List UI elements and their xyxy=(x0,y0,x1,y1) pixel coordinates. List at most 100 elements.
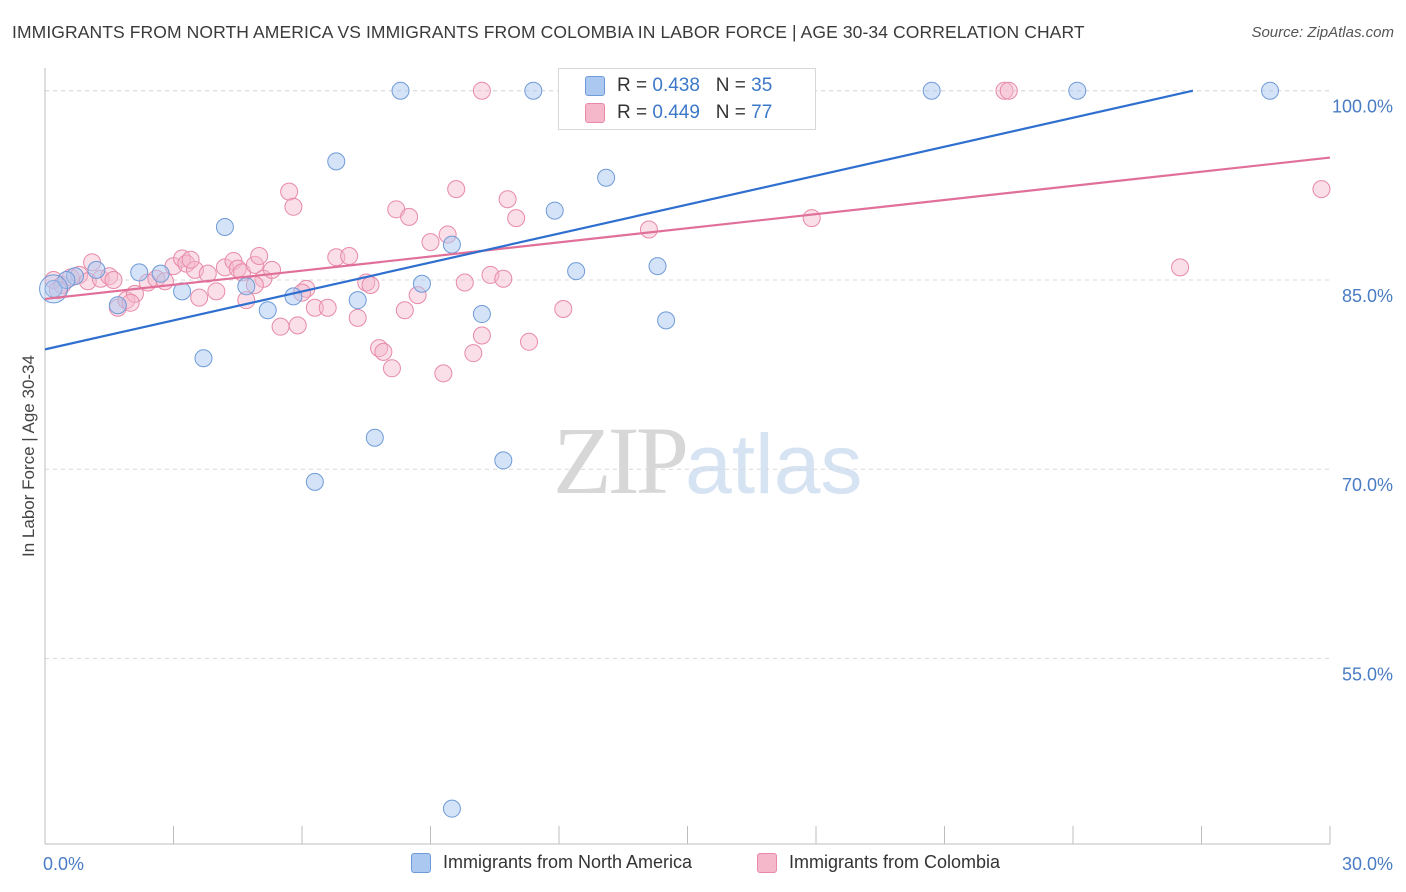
data-point-north-america xyxy=(284,287,303,306)
legend-row-north-america: R = 0.438 N = 35 xyxy=(585,75,772,97)
data-point-colombia xyxy=(361,276,380,295)
x-tick-label: 0.0% xyxy=(43,854,84,874)
legend-n-value: 77 xyxy=(751,102,773,123)
series-legend: Immigrants from North America Immigrants… xyxy=(0,852,1406,878)
data-point-colombia xyxy=(999,81,1018,100)
legend-r-label: R = xyxy=(617,75,648,96)
data-point-north-america xyxy=(597,168,616,187)
data-point-north-america xyxy=(151,264,170,283)
legend-n-label: N = xyxy=(715,75,746,96)
y-tick-label: 70.0% xyxy=(1342,475,1393,495)
north-america-points xyxy=(39,81,1280,818)
data-point-colombia xyxy=(802,209,821,228)
axis-layer xyxy=(44,68,1331,845)
data-point-colombia xyxy=(305,298,324,317)
data-point-north-america xyxy=(442,799,461,818)
watermark: ZIPatlas xyxy=(553,405,862,516)
legend-swatch-pink xyxy=(585,103,605,123)
data-point-colombia xyxy=(494,269,513,288)
data-point-colombia xyxy=(348,308,367,327)
trend-line-north-america xyxy=(44,89,1194,351)
data-point-north-america xyxy=(130,263,149,282)
data-point-colombia xyxy=(190,288,209,307)
legend-row-colombia: R = 0.449 N = 77 xyxy=(585,102,772,124)
data-point-north-america xyxy=(391,81,410,100)
data-point-colombia xyxy=(520,332,539,351)
data-point-colombia xyxy=(288,316,307,335)
watermark-atlas: atlas xyxy=(685,417,863,511)
data-point-north-america xyxy=(237,277,256,296)
watermark-zip: ZIP xyxy=(553,407,689,514)
data-point-north-america xyxy=(1261,81,1280,100)
data-point-colombia xyxy=(340,247,359,266)
data-point-colombia xyxy=(455,273,474,292)
data-point-north-america xyxy=(258,301,277,320)
data-point-colombia xyxy=(554,300,573,319)
data-point-north-america xyxy=(327,152,346,171)
data-point-colombia xyxy=(1312,180,1331,199)
data-point-north-america xyxy=(442,235,461,254)
y-axis-label: In Labor Force | Age 30-34 xyxy=(19,355,38,557)
data-point-colombia xyxy=(434,364,453,383)
data-point-colombia xyxy=(374,342,393,361)
label-layer: 55.0% 70.0% 85.0% 100.0% 0.0% 30.0% In Labor F… xyxy=(19,97,1393,874)
legend-r-label: R = xyxy=(617,102,648,123)
data-point-colombia xyxy=(318,298,337,317)
data-point-north-america xyxy=(412,274,431,293)
data-point-colombia xyxy=(1171,258,1190,277)
data-point-colombia xyxy=(181,250,200,269)
data-point-colombia xyxy=(639,220,658,239)
legend-label: Immigrants from North America xyxy=(443,852,693,872)
data-point-colombia xyxy=(280,182,299,201)
data-point-colombia xyxy=(245,255,264,274)
data-point-north-america xyxy=(472,305,491,324)
data-point-north-america xyxy=(494,451,513,470)
data-point-north-america xyxy=(524,81,543,100)
data-point-north-america xyxy=(1068,81,1087,100)
y-tick-label: 55.0% xyxy=(1342,665,1393,685)
data-point-north-america xyxy=(648,257,667,276)
legend-n-value: 35 xyxy=(751,75,773,96)
data-point-north-america xyxy=(87,260,106,279)
legend-r-value: 0.438 xyxy=(652,75,700,96)
data-point-colombia xyxy=(271,317,290,336)
data-point-north-america xyxy=(348,291,367,310)
legend-n-label: N = xyxy=(715,102,746,123)
trend-layer xyxy=(44,89,1331,351)
data-point-north-america xyxy=(57,270,76,289)
data-point-colombia xyxy=(250,247,269,266)
data-point-colombia xyxy=(104,270,123,289)
legend-item-north-america: Immigrants from North America xyxy=(411,852,692,873)
data-point-colombia xyxy=(263,260,282,279)
y-tick-label: 85.0% xyxy=(1342,286,1393,306)
legend-swatch-blue xyxy=(585,76,605,96)
x-tick-label: 30.0% xyxy=(1342,854,1393,874)
legend-r-value: 0.449 xyxy=(652,102,700,123)
data-point-north-america xyxy=(305,472,324,491)
data-point-north-america xyxy=(365,428,384,447)
legend-item-colombia: Immigrants from Colombia xyxy=(757,852,1000,873)
data-point-colombia xyxy=(382,359,401,378)
data-point-colombia xyxy=(395,301,414,320)
data-point-colombia xyxy=(498,190,517,209)
data-point-colombia xyxy=(464,344,483,363)
grid-layer xyxy=(45,90,1330,660)
chart-title: IMMIGRANTS FROM NORTH AMERICA VS IMMIGRA… xyxy=(12,22,1085,42)
data-point-colombia xyxy=(472,81,491,100)
data-point-north-america xyxy=(922,81,941,100)
data-point-cluster xyxy=(39,274,69,304)
y-tick-label: 100.0% xyxy=(1332,97,1393,117)
data-point-north-america xyxy=(545,201,564,220)
data-point-north-america xyxy=(194,349,213,368)
data-point-colombia xyxy=(198,264,217,283)
legend-swatch-blue xyxy=(411,852,431,873)
data-point-colombia xyxy=(284,197,303,216)
data-point-north-america xyxy=(108,296,127,315)
data-point-colombia xyxy=(507,209,526,228)
data-point-colombia xyxy=(995,81,1014,100)
data-point-colombia xyxy=(447,180,466,199)
data-point-colombia xyxy=(400,207,419,226)
data-point-colombia xyxy=(207,282,226,301)
trend-line-colombia xyxy=(44,156,1331,301)
